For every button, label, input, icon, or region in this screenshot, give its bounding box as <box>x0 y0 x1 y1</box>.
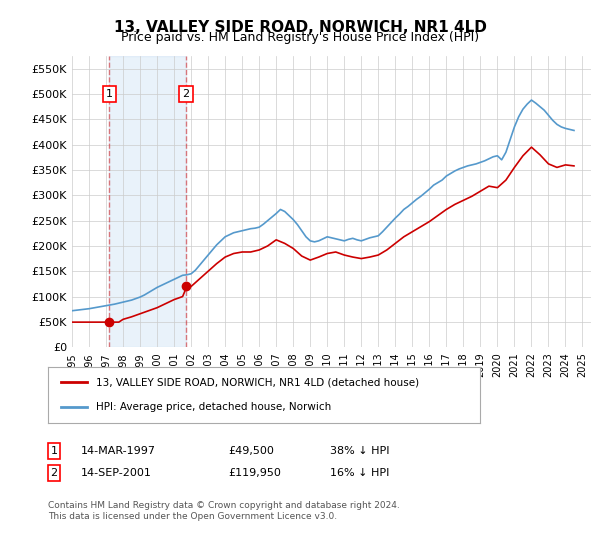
Text: 38% ↓ HPI: 38% ↓ HPI <box>330 446 389 456</box>
Text: 16% ↓ HPI: 16% ↓ HPI <box>330 468 389 478</box>
Text: £119,950: £119,950 <box>228 468 281 478</box>
Text: Price paid vs. HM Land Registry's House Price Index (HPI): Price paid vs. HM Land Registry's House … <box>121 31 479 44</box>
Text: Contains HM Land Registry data © Crown copyright and database right 2024.
This d: Contains HM Land Registry data © Crown c… <box>48 501 400 521</box>
Text: £49,500: £49,500 <box>228 446 274 456</box>
Text: 1: 1 <box>106 89 113 99</box>
Text: 14-SEP-2001: 14-SEP-2001 <box>81 468 152 478</box>
Bar <box>109 56 186 347</box>
Text: 2: 2 <box>50 468 58 478</box>
Text: 13, VALLEY SIDE ROAD, NORWICH, NR1 4LD: 13, VALLEY SIDE ROAD, NORWICH, NR1 4LD <box>113 20 487 35</box>
Text: HPI: Average price, detached house, Norwich: HPI: Average price, detached house, Norw… <box>95 402 331 412</box>
Text: 1: 1 <box>50 446 58 456</box>
Text: 14-MAR-1997: 14-MAR-1997 <box>81 446 156 456</box>
Text: 13, VALLEY SIDE ROAD, NORWICH, NR1 4LD (detached house): 13, VALLEY SIDE ROAD, NORWICH, NR1 4LD (… <box>95 377 419 388</box>
Text: 2: 2 <box>182 89 190 99</box>
